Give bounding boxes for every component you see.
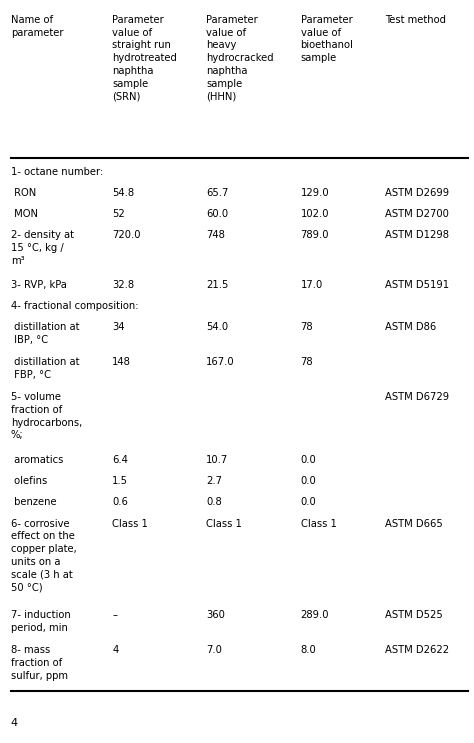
Text: Parameter
value of
bioethanol
sample: Parameter value of bioethanol sample bbox=[301, 15, 354, 63]
Text: ASTM D2622: ASTM D2622 bbox=[385, 645, 449, 655]
Text: 0.6: 0.6 bbox=[112, 498, 128, 507]
Text: 4: 4 bbox=[11, 718, 18, 728]
Text: ASTM D6729: ASTM D6729 bbox=[385, 392, 449, 402]
Text: 78: 78 bbox=[301, 357, 313, 367]
Text: 789.0: 789.0 bbox=[301, 230, 329, 241]
Text: 65.7: 65.7 bbox=[206, 188, 229, 198]
Text: Parameter
value of
heavy
hydrocracked
naphtha
sample
(HHN): Parameter value of heavy hydrocracked na… bbox=[206, 15, 274, 102]
Text: 4- fractional composition:: 4- fractional composition: bbox=[11, 301, 138, 311]
Text: 21.5: 21.5 bbox=[206, 279, 229, 290]
Text: ASTM D525: ASTM D525 bbox=[385, 610, 443, 620]
Text: 54.0: 54.0 bbox=[206, 322, 228, 332]
Text: 2- density at
15 °C, kg /
m³: 2- density at 15 °C, kg / m³ bbox=[11, 230, 74, 266]
Text: 0.0: 0.0 bbox=[301, 476, 316, 487]
Text: Class 1: Class 1 bbox=[206, 519, 242, 528]
Text: distillation at
 FBP, °C: distillation at FBP, °C bbox=[11, 357, 79, 380]
Text: ASTM D2700: ASTM D2700 bbox=[385, 210, 449, 219]
Text: 129.0: 129.0 bbox=[301, 188, 329, 198]
Text: 34: 34 bbox=[112, 322, 125, 332]
Text: 1- octane number:: 1- octane number: bbox=[11, 167, 103, 177]
Text: 5- volume
fraction of
hydrocarbons,
%;: 5- volume fraction of hydrocarbons, %; bbox=[11, 392, 82, 441]
Text: 78: 78 bbox=[301, 322, 313, 332]
Text: ASTM D2699: ASTM D2699 bbox=[385, 188, 449, 198]
Text: 8.0: 8.0 bbox=[301, 645, 316, 655]
Text: 7- induction
period, min: 7- induction period, min bbox=[11, 610, 71, 633]
Text: 0.0: 0.0 bbox=[301, 455, 316, 465]
Text: 52: 52 bbox=[112, 210, 125, 219]
Text: 289.0: 289.0 bbox=[301, 610, 329, 620]
Text: ASTM D5191: ASTM D5191 bbox=[385, 279, 449, 290]
Text: 748: 748 bbox=[206, 230, 225, 241]
Text: –: – bbox=[112, 610, 117, 620]
Text: Test method: Test method bbox=[385, 15, 447, 25]
Text: 2.7: 2.7 bbox=[206, 476, 222, 487]
Text: 60.0: 60.0 bbox=[206, 210, 228, 219]
Text: 32.8: 32.8 bbox=[112, 279, 134, 290]
Text: distillation at
 IBP, °C: distillation at IBP, °C bbox=[11, 322, 79, 345]
Text: 4: 4 bbox=[112, 645, 118, 655]
Text: olefins: olefins bbox=[11, 476, 47, 487]
Text: 102.0: 102.0 bbox=[301, 210, 329, 219]
Text: 1.5: 1.5 bbox=[112, 476, 128, 487]
Text: 6.4: 6.4 bbox=[112, 455, 128, 465]
Text: 17.0: 17.0 bbox=[301, 279, 323, 290]
Text: Class 1: Class 1 bbox=[301, 519, 337, 528]
Text: aromatics: aromatics bbox=[11, 455, 63, 465]
Text: 10.7: 10.7 bbox=[206, 455, 228, 465]
Text: 0.8: 0.8 bbox=[206, 498, 222, 507]
Text: RON: RON bbox=[11, 188, 36, 198]
Text: 720.0: 720.0 bbox=[112, 230, 141, 241]
Text: 54.8: 54.8 bbox=[112, 188, 134, 198]
Text: 3- RVP, kPa: 3- RVP, kPa bbox=[11, 279, 67, 290]
Text: 6- corrosive
effect on the
copper plate,
units on a
scale (3 h at
50 °C): 6- corrosive effect on the copper plate,… bbox=[11, 519, 77, 593]
Text: benzene: benzene bbox=[11, 498, 56, 507]
Text: ASTM D1298: ASTM D1298 bbox=[385, 230, 449, 241]
Text: 167.0: 167.0 bbox=[206, 357, 235, 367]
Text: 7.0: 7.0 bbox=[206, 645, 222, 655]
Text: ASTM D86: ASTM D86 bbox=[385, 322, 437, 332]
Text: Parameter
value of
straight run
hydrotreated
naphtha
sample
(SRN): Parameter value of straight run hydrotre… bbox=[112, 15, 177, 102]
Text: Class 1: Class 1 bbox=[112, 519, 148, 528]
Text: 148: 148 bbox=[112, 357, 131, 367]
Text: Name of
parameter: Name of parameter bbox=[11, 15, 64, 37]
Text: 8- mass
fraction of
sulfur, ppm: 8- mass fraction of sulfur, ppm bbox=[11, 645, 68, 681]
Text: MON: MON bbox=[11, 210, 38, 219]
Text: ASTM D665: ASTM D665 bbox=[385, 519, 443, 528]
Text: 0.0: 0.0 bbox=[301, 498, 316, 507]
Text: 360: 360 bbox=[206, 610, 225, 620]
